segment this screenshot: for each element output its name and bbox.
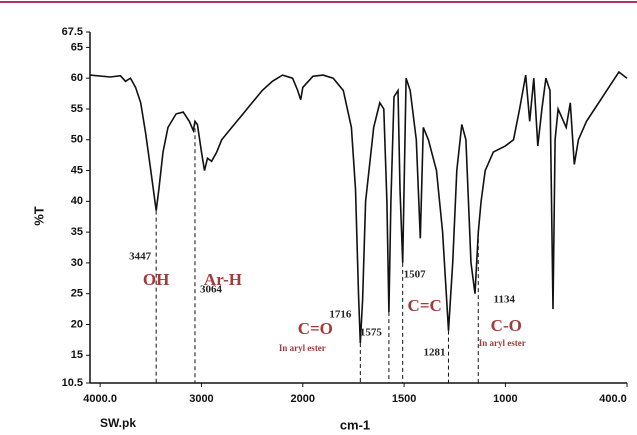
y-tick-label: 30 <box>71 257 83 269</box>
y-tick-label: 15 <box>71 349 83 361</box>
x-tick-label: 400.0 <box>599 393 627 405</box>
y-tick-label: 45 <box>71 164 83 176</box>
annotation-group: Ar-H <box>204 270 242 289</box>
y-tick-label: 40 <box>71 195 83 207</box>
annotation-number: 1134 <box>494 294 516 306</box>
y-tick-label: 60 <box>71 72 83 84</box>
annotation-number: 1575 <box>360 327 383 339</box>
annotation-note: In aryl ester <box>479 338 526 348</box>
x-tick-label: 1500 <box>392 393 416 405</box>
annotation-group: C-O <box>491 316 522 335</box>
annotation-number: 1281 <box>423 347 445 359</box>
annotation-note: In aryl ester <box>279 343 326 353</box>
annotation-number: 1716 <box>329 309 352 321</box>
y-tick-label: 65 <box>71 41 83 53</box>
y-tick-label: 55 <box>71 103 83 115</box>
y-tick-label: 50 <box>71 134 83 146</box>
x-tick-label: 4000.0 <box>83 393 117 405</box>
x-axis-label: cm-1 <box>340 417 370 432</box>
y-axis-label: %T <box>31 206 46 226</box>
y-tick-label: 25 <box>71 288 83 300</box>
annotation-group: C=C <box>408 296 442 315</box>
y-tick-label: 67.5 <box>62 26 83 38</box>
spectrum-line <box>89 70 628 344</box>
annotation-number: 3447 <box>129 251 152 263</box>
y-tick-label: 35 <box>71 226 83 238</box>
annotation-number: 3064 <box>200 284 223 296</box>
y-tick-label: 10.5 <box>62 377 83 389</box>
annotation-group: C=O <box>298 319 333 338</box>
x-tick-label: 2000 <box>291 393 315 405</box>
annotation-group: OH <box>143 270 169 289</box>
y-tick-label: 20 <box>71 318 83 330</box>
file-label: SW.pk <box>100 416 136 430</box>
x-tick-label: 1000 <box>493 393 517 405</box>
x-tick-label: 3000 <box>189 393 213 405</box>
annotation-number: 1507 <box>404 269 427 281</box>
